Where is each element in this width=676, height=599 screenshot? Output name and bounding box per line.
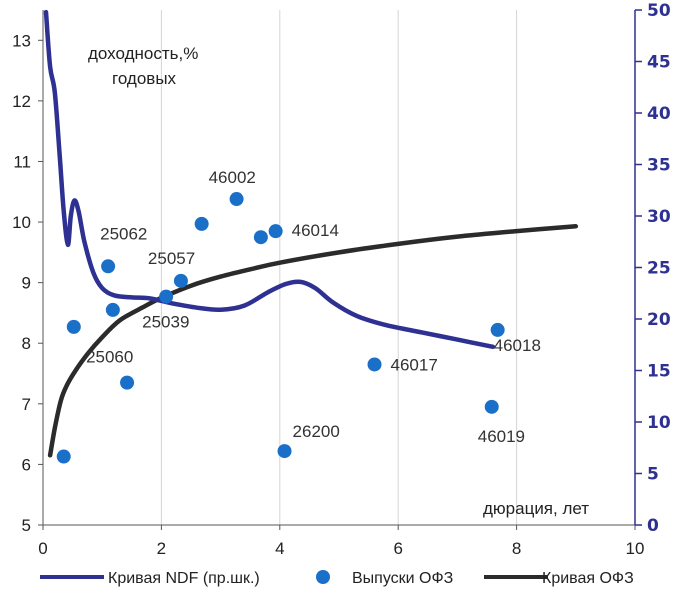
y-right-tick-label: 50 — [647, 1, 671, 21]
y-right-tick-label: 35 — [647, 156, 671, 176]
ofz-issue-label: 26200 — [293, 422, 340, 441]
y-left-tick-label: 11 — [13, 152, 31, 171]
label-layer: 25062 25060 25039 25057 46002 46014 26200 46017… — [86, 168, 541, 446]
x-axis-annotation: дюрация, лет — [483, 499, 589, 518]
legend-ndf-label: Кривая NDF (пр.шк.) — [108, 570, 260, 587]
ofz-issue-point — [229, 192, 244, 207]
y-right-tick-label: 40 — [647, 104, 671, 124]
ofz-issue-label: 46014 — [292, 221, 339, 240]
ofz-issue-label: 46018 — [494, 336, 541, 355]
y-right-tick-label: 20 — [647, 310, 671, 330]
ofz-issue-point — [484, 399, 499, 414]
ofz-issue-label: 46019 — [478, 427, 525, 446]
y-right-tick-label: 15 — [647, 362, 671, 382]
ofz-issue-label: 25062 — [100, 224, 147, 243]
ofz-issue-point — [66, 319, 81, 334]
y-left-tick-label: 7 — [22, 395, 31, 414]
ofz-issue-label: 25039 — [142, 313, 189, 332]
ofz-issue-point — [105, 302, 120, 317]
x-tick-label: 0 — [38, 539, 47, 558]
ofz-issue-point — [367, 357, 382, 372]
y-right-tick-label: 5 — [647, 465, 659, 485]
y-left-tick-label: 6 — [22, 455, 31, 474]
y-right-tick-label: 30 — [647, 207, 671, 227]
legend-ofz-issues-label: Выпуски ОФЗ — [352, 570, 453, 587]
ofz-issue-point — [194, 216, 209, 231]
y-left-tick-label: 13 — [12, 31, 31, 50]
ofz-issue-label: 46002 — [209, 168, 256, 187]
y-axis-annotation-line1: доходность,% — [88, 44, 198, 63]
x-tick-label: 6 — [393, 539, 402, 558]
y-left-tick-label: 9 — [22, 274, 31, 293]
ofz-issue-point — [268, 224, 283, 239]
series-layer — [43, 9, 579, 464]
ofz-issue-label: 25057 — [148, 249, 195, 268]
ofz-issue-point — [490, 322, 505, 337]
y-left-tick-label: 5 — [22, 516, 31, 535]
ofz-issue-point — [56, 449, 71, 464]
legend-ofz-curve-label: Кривая ОФЗ — [542, 570, 634, 587]
y-left-tick-label: 12 — [12, 92, 31, 111]
ofz-issue-label: 46017 — [391, 355, 438, 374]
x-tick-label: 2 — [157, 539, 166, 558]
y-axis-annotation-line2: годовых — [112, 69, 177, 88]
y-right-tick-label: 10 — [647, 413, 671, 433]
y-right-tick-label: 0 — [647, 516, 659, 536]
ofz-issue-point — [120, 375, 135, 390]
ofz-issue-point — [277, 444, 292, 459]
ndf-curve-line — [43, 9, 496, 350]
y-right-tick-label: 45 — [647, 53, 671, 73]
ofz-issue-point — [253, 230, 268, 245]
ofz-issue-point — [101, 259, 116, 274]
y-left-tick-label: 8 — [22, 334, 31, 353]
ofz-issue-label: 25060 — [86, 348, 133, 367]
legend: Кривая NDF (пр.шк.) Выпуски ОФЗ Кривая О… — [40, 570, 634, 587]
y-left-tick-label: 10 — [12, 213, 31, 232]
grid-layer — [160, 10, 636, 525]
y-right-tick-label: 25 — [647, 259, 671, 279]
x-tick-label: 4 — [275, 539, 284, 558]
legend-ofz-issues-marker — [316, 570, 330, 584]
ofz-issue-point — [159, 289, 174, 304]
x-tick-label: 8 — [512, 539, 521, 558]
ofz-issue-point — [173, 273, 188, 288]
x-tick-label: 10 — [626, 539, 645, 558]
